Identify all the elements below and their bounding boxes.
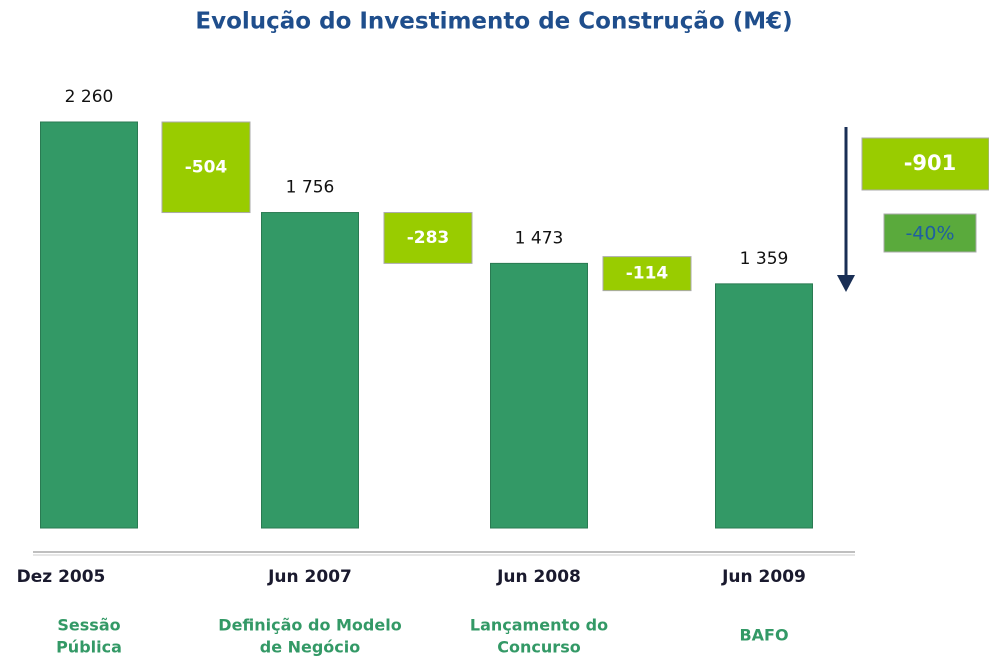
value-label: 1 359: [740, 249, 789, 269]
delta-bar: [383, 212, 473, 264]
delta-bar: [161, 121, 251, 214]
date-label: Jun 2008: [496, 567, 581, 587]
stage-label: Pública: [56, 638, 122, 657]
value-label: 1 756: [286, 178, 335, 198]
stage-label: Sessão: [57, 616, 120, 635]
stage-label: de Negócio: [260, 638, 361, 657]
bar: [715, 283, 813, 529]
date-label: Dez 2005: [17, 567, 106, 587]
total-label: -901: [904, 151, 957, 175]
delta-bar: [602, 256, 692, 292]
value-label: 2 260: [65, 87, 114, 107]
bar: [261, 212, 359, 529]
delta-label: -504: [185, 157, 228, 177]
bar: [40, 121, 138, 529]
arrow-head: [837, 275, 855, 292]
bar: [490, 262, 588, 529]
stage-label: BAFO: [739, 626, 788, 645]
stage-label: Lançamento do: [470, 616, 608, 635]
date-label: Jun 2007: [267, 567, 352, 587]
percent-label: -40%: [905, 223, 954, 245]
delta-label: -114: [626, 264, 669, 284]
chart-title: Evolução do Investimento de Construção (…: [195, 9, 792, 35]
date-label: Jun 2009: [721, 567, 806, 587]
stage-label: Definição do Modelo: [218, 616, 401, 635]
delta-label: -283: [407, 228, 450, 248]
percent-box: [883, 213, 977, 253]
value-label: 1 473: [515, 228, 564, 248]
stage-label: Concurso: [497, 638, 580, 657]
total-box: [861, 137, 989, 191]
